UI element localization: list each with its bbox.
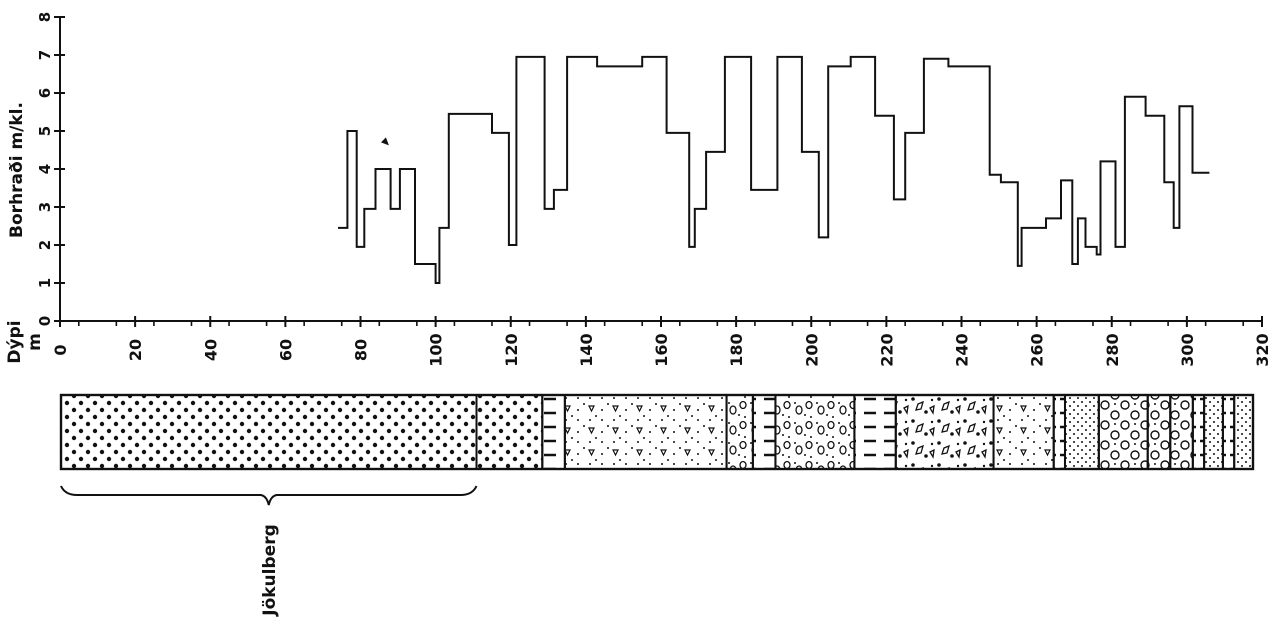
lithology-layer bbox=[1063, 394, 1100, 470]
data-marker bbox=[380, 137, 389, 146]
y-tick-label: 4 bbox=[36, 164, 54, 174]
lithology-layer bbox=[1169, 394, 1194, 470]
x-tick-label: 100 bbox=[427, 333, 446, 366]
x-tick-label: 120 bbox=[502, 333, 521, 366]
lithology-layer bbox=[1191, 394, 1206, 470]
y-tick-label: 8 bbox=[36, 12, 54, 22]
y-tick-label: 3 bbox=[36, 202, 54, 212]
x-tick-label: 20 bbox=[126, 339, 145, 361]
x-tick-label: 140 bbox=[577, 333, 596, 366]
x-axis-title-unit: m bbox=[25, 333, 45, 351]
x-tick-label: 0 bbox=[51, 344, 70, 355]
lithology-layer bbox=[1233, 394, 1254, 470]
lithology-layer bbox=[541, 394, 566, 470]
lithology-layer bbox=[751, 394, 777, 470]
x-tick-label: 200 bbox=[802, 333, 821, 366]
x-ticks: 0 20 40 60 80 100 120 140 160 180 200 220 240 260 280 3… bbox=[51, 316, 1272, 367]
y-tick-label: 5 bbox=[36, 126, 54, 136]
lithology-layer bbox=[60, 394, 478, 470]
lithology-layer bbox=[725, 394, 754, 470]
x-tick-label: 60 bbox=[276, 339, 295, 361]
plot-axes bbox=[59, 17, 1262, 322]
x-tick-label: 80 bbox=[352, 339, 371, 361]
lithology-column bbox=[59, 393, 1255, 471]
lithology-layer bbox=[992, 394, 1055, 470]
lithology-frame bbox=[59, 393, 1255, 471]
drilling-rate-series bbox=[338, 55, 1210, 284]
lithology-layer bbox=[1203, 394, 1224, 470]
y-axis-title: Borhraði m/kl. bbox=[7, 102, 27, 238]
x-tick-label: 220 bbox=[877, 333, 896, 366]
y-tick-label: 0 bbox=[36, 316, 54, 326]
x-axis-title-dypi: Dýpi bbox=[5, 320, 25, 363]
y-tick-label: 6 bbox=[36, 88, 54, 98]
x-tick-label: 260 bbox=[1028, 333, 1047, 366]
x-tick-label: 160 bbox=[652, 333, 671, 366]
x-tick-label: 320 bbox=[1253, 333, 1272, 366]
jokulberg-label: Jökulberg bbox=[260, 524, 280, 617]
lithology-layer bbox=[563, 394, 728, 470]
x-tick-label: 280 bbox=[1103, 333, 1122, 366]
lithology-layer bbox=[1097, 394, 1149, 470]
x-tick-label: 240 bbox=[953, 333, 972, 366]
lithology-layer bbox=[1052, 394, 1066, 470]
lithology-layer bbox=[1221, 394, 1236, 470]
x-tick-label: 300 bbox=[1178, 333, 1197, 366]
y-tick-label: 7 bbox=[36, 50, 54, 60]
y-tick-label: 2 bbox=[36, 240, 54, 250]
lithology-layer bbox=[1146, 394, 1172, 470]
y-ticks: 0 1 2 3 4 5 6 7 8 bbox=[36, 12, 65, 326]
lithology-layer bbox=[853, 394, 897, 470]
x-tick-label: 180 bbox=[727, 333, 746, 366]
lithology-layer bbox=[774, 394, 856, 470]
lithology-layer bbox=[894, 394, 995, 470]
jokulberg-bracket bbox=[60, 485, 478, 506]
lithology-layer bbox=[475, 394, 544, 470]
x-tick-label: 40 bbox=[201, 339, 220, 361]
y-tick-label: 1 bbox=[36, 278, 54, 288]
